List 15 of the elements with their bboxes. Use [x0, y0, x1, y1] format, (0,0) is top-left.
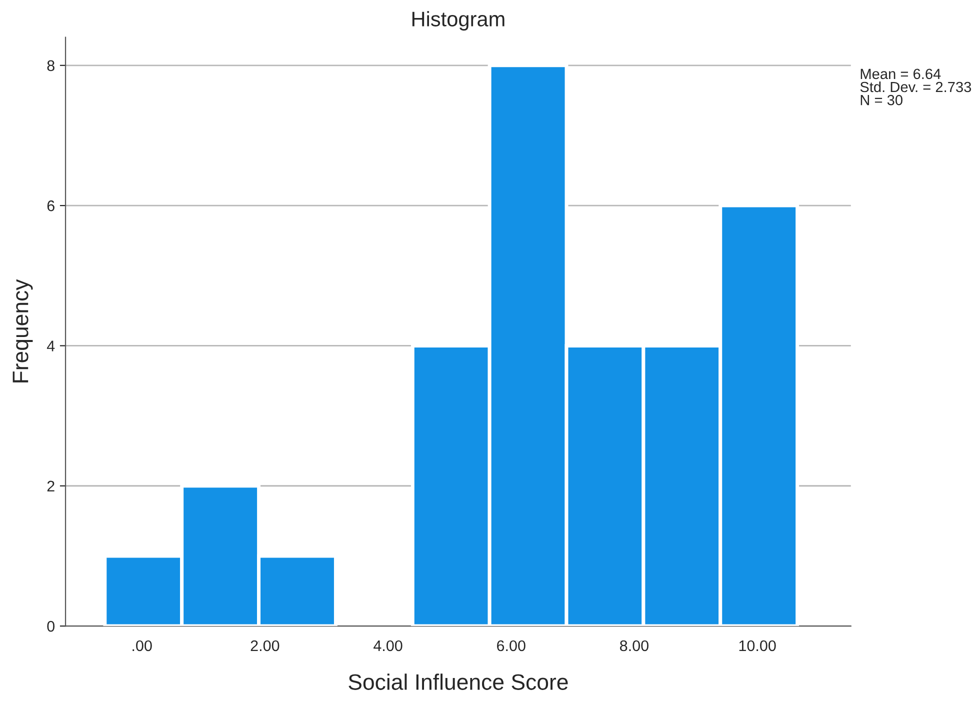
y-axis-title: Frequency: [12, 279, 33, 382]
x-tick-label: 8.00: [620, 640, 648, 652]
text: Mean = 6.64 Std. Dev. = 2.733 N = 30: [860, 68, 972, 106]
x-tick-label: 4.00: [374, 640, 402, 652]
chart-title: Histogram: [412, 11, 504, 31]
x-tick-label: .00: [132, 640, 152, 652]
y-tick-label: 8: [47, 60, 54, 72]
x-tick-label: 2.00: [250, 640, 280, 652]
x-axis-title: Social Influence Score: [348, 674, 568, 690]
y-tick-label: 0: [47, 620, 55, 632]
y-tick-label: 6: [47, 200, 54, 212]
x-tick-label: 10.00: [739, 640, 776, 652]
y-tick-label: 4: [46, 340, 55, 352]
y-tick-label: 2: [47, 480, 54, 492]
x-tick-label: 6.00: [497, 640, 526, 652]
